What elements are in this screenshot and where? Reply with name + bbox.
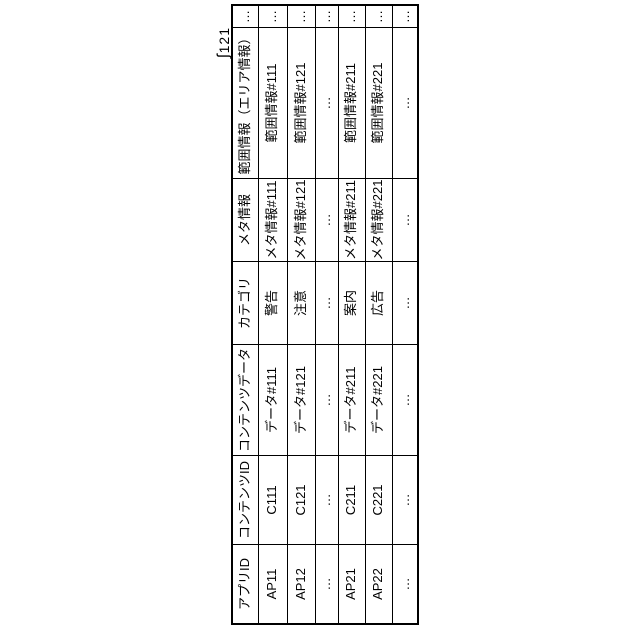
table-cell: AP21: [338, 544, 365, 624]
table-cell: …: [315, 261, 338, 345]
table-cell: …: [365, 5, 392, 28]
table-cell: データ#111: [258, 344, 287, 456]
table-cell: データ#211: [338, 344, 365, 456]
content-table: アプリID コンテンツID コンテンツデータ カテゴリ メタ情報 範囲情報（エリア情報）……: [231, 4, 419, 625]
table-row: …………………: [392, 5, 418, 624]
table-cell: C221: [365, 455, 392, 545]
table-cell: メタ情報#221: [365, 178, 392, 262]
table-cell: …: [315, 455, 338, 545]
column-header: …: [232, 5, 258, 28]
table-cell: …: [338, 5, 365, 28]
table-cell: …: [392, 5, 418, 28]
table-cell: データ#121: [287, 344, 315, 456]
table-cell: 警告: [258, 261, 287, 345]
table-cell: …: [315, 344, 338, 456]
table-row: …………………: [315, 5, 338, 624]
column-header: 範囲情報（エリア情報）: [232, 27, 258, 179]
column-header: メタ情報: [232, 178, 258, 262]
table-cell: …: [392, 344, 418, 456]
table-cell: AP12: [287, 544, 315, 624]
table-cell: 広告: [365, 261, 392, 345]
table-cell: …: [392, 544, 418, 624]
reference-number: 121: [216, 27, 232, 54]
table-row: AP12 C121 データ#121 注意 メタ情報#121 範囲情報#121…: [287, 5, 315, 624]
header-row: アプリID コンテンツID コンテンツデータ カテゴリ メタ情報 範囲情報（エリア情報）…: [232, 5, 258, 624]
table-body: AP11 C111 データ#111 警告 メタ情報#111 範囲情報#111… AP12 C1…: [258, 5, 418, 624]
table-row: AP22 C221 データ#221 広告 メタ情報#221 範囲情報#221…: [365, 5, 392, 624]
table-cell: 案内: [338, 261, 365, 345]
table-cell: C211: [338, 455, 365, 545]
table-cell: 範囲情報#111: [258, 27, 287, 179]
table-cell: …: [287, 5, 315, 28]
column-header: コンテンツデータ: [232, 344, 258, 456]
table-cell: …: [315, 27, 338, 179]
column-header: アプリID: [232, 544, 258, 624]
table-row: AP21 C211 データ#211 案内 メタ情報#211 範囲情報#211…: [338, 5, 365, 624]
table-cell: …: [392, 27, 418, 179]
rotated-figure: ʃ 121 アプリID コンテンツID コンテンツデータ カテゴリ メタ情報 範囲情報（エ…: [205, 4, 423, 625]
table-cell: C111: [258, 455, 287, 545]
table-cell: AP22: [365, 544, 392, 624]
table-cell: AP11: [258, 544, 287, 624]
table-cell: …: [392, 178, 418, 262]
table-cell: メタ情報#121: [287, 178, 315, 262]
column-header: コンテンツID: [232, 455, 258, 545]
table-cell: データ#221: [365, 344, 392, 456]
table-cell: メタ情報#111: [258, 178, 287, 262]
leader-squiggle-icon: ʃ: [215, 54, 232, 58]
table-cell: …: [258, 5, 287, 28]
table-cell: C121: [287, 455, 315, 545]
table-cell: 範囲情報#211: [338, 27, 365, 179]
column-header: カテゴリ: [232, 261, 258, 345]
table-cell: …: [392, 455, 418, 545]
table-head: アプリID コンテンツID コンテンツデータ カテゴリ メタ情報 範囲情報（エリア情報）…: [232, 5, 258, 624]
table-cell: 範囲情報#121: [287, 27, 315, 179]
table-cell: メタ情報#211: [338, 178, 365, 262]
reference-label: ʃ 121: [205, 13, 232, 625]
table-cell: 範囲情報#221: [365, 27, 392, 179]
table-cell: 注意: [287, 261, 315, 345]
table-cell: …: [315, 5, 338, 28]
table-cell: …: [315, 544, 338, 624]
table-cell: …: [315, 178, 338, 262]
table-row: AP11 C111 データ#111 警告 メタ情報#111 範囲情報#111…: [258, 5, 287, 624]
table-cell: …: [392, 261, 418, 345]
